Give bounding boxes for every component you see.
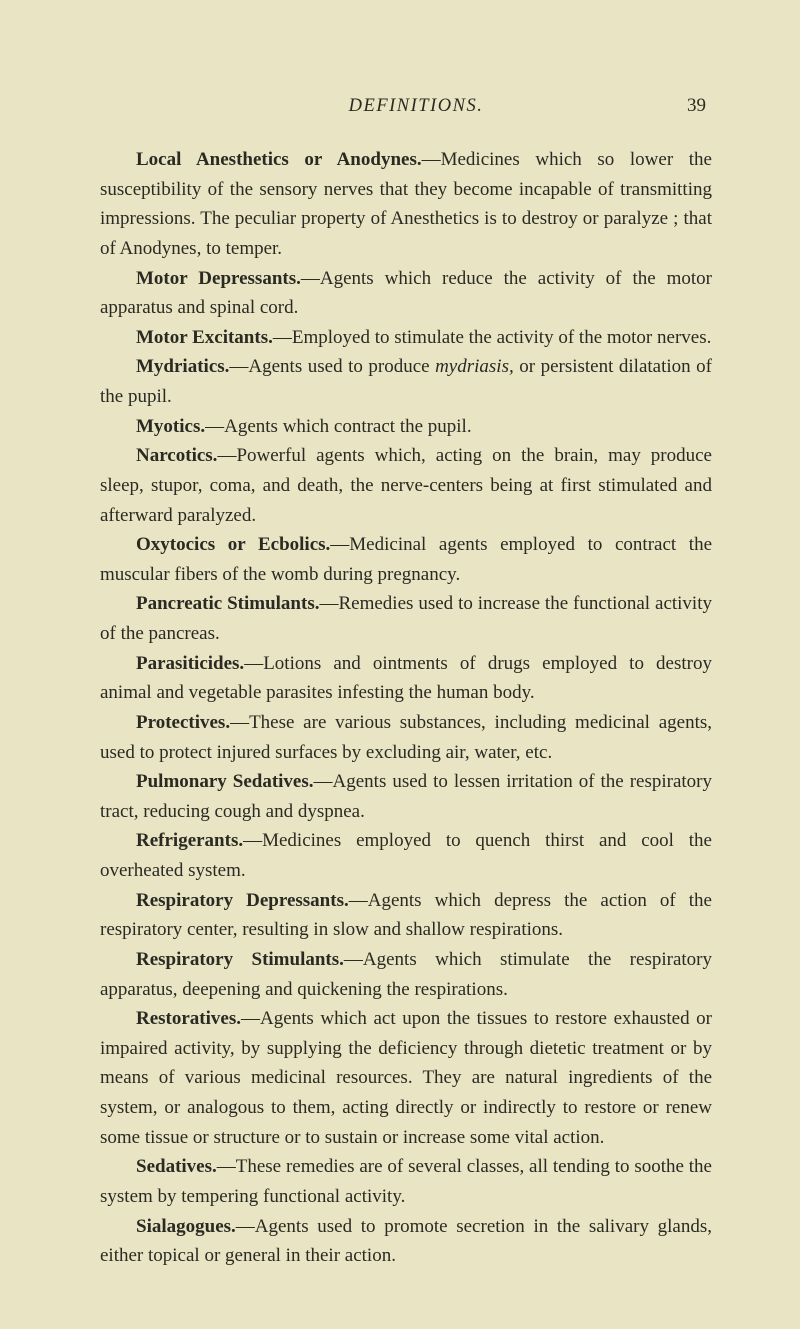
entry-motor-depressants: Motor Depressants.—Agents which reduce t… [100, 264, 712, 323]
term: Refrigerants. [136, 830, 243, 851]
entry-restoratives: Restoratives.—Agents which act upon the … [100, 1004, 712, 1152]
entry-sedatives: Sedatives.—These remedies are of several… [100, 1152, 712, 1211]
entry-motor-excitants: Motor Excitants.—Employed to stimulate t… [100, 323, 712, 353]
entry-protectives: Protectives.—These are various substance… [100, 708, 712, 767]
entry-myotics: Myotics.—Agents which contract the pupil… [100, 412, 712, 442]
definition-text: —Agents which contract the pupil. [205, 416, 471, 437]
document-page: DEFINITIONS. 39 Local Anesthetics or Ano… [0, 0, 800, 1329]
term: Sialagogues. [136, 1216, 236, 1237]
term: Narcotics. [136, 445, 217, 466]
term: Protectives. [136, 712, 230, 733]
entry-parasiticides: Parasiticides.—Lotions and ointments of … [100, 649, 712, 708]
header-title: DEFINITIONS. [106, 96, 666, 117]
term: Parasiticides. [136, 653, 244, 674]
body-text: Local Anesthetics or Anodynes.—Medicines… [100, 145, 712, 1271]
term: Motor Depressants. [136, 268, 301, 289]
term: Respiratory Depressants. [136, 890, 349, 911]
term: Pancreatic Stimulants. [136, 593, 319, 614]
entry-pulmonary-sedatives: Pulmonary Sedatives.—Agents used to less… [100, 767, 712, 826]
entry-mydriatics: Mydriatics.—Agents used to produce mydri… [100, 352, 712, 411]
term: Restoratives. [136, 1008, 241, 1029]
term: Oxytocics or Ecbolics. [136, 534, 330, 555]
entry-respiratory-depressants: Respiratory Depressants.—Agents which de… [100, 886, 712, 945]
entry-narcotics: Narcotics.—Powerful agents which, acting… [100, 441, 712, 530]
term: Motor Excitants. [136, 327, 273, 348]
entry-pancreatic-stimulants: Pancreatic Stimulants.—Remedies used to … [100, 589, 712, 648]
page-number: 39 [666, 95, 706, 117]
term: Mydriatics. [136, 356, 229, 377]
term: Respiratory Stimulants. [136, 949, 344, 970]
entry-local-anesthetics: Local Anesthetics or Anodynes.—Medicines… [100, 145, 712, 264]
page-header: DEFINITIONS. 39 [100, 95, 712, 117]
entry-oxytocics: Oxytocics or Ecbolics.—Medicinal agents … [100, 530, 712, 589]
definition-text: —Agents used to produce [229, 356, 435, 377]
italic-term: mydriasis, [435, 356, 514, 377]
term: Local Anesthetics or Anodynes. [136, 149, 422, 170]
term: Sedatives. [136, 1156, 217, 1177]
definition-text: —Employed to stimulate the activity of t… [273, 327, 711, 348]
term: Myotics. [136, 416, 205, 437]
entry-respiratory-stimulants: Respiratory Stimulants.—Agents which sti… [100, 945, 712, 1004]
entry-refrigerants: Refrigerants.—Medicines employed to quen… [100, 826, 712, 885]
entry-sialagogues: Sialagogues.—Agents used to promote secr… [100, 1212, 712, 1271]
term: Pulmonary Sedatives. [136, 771, 314, 792]
